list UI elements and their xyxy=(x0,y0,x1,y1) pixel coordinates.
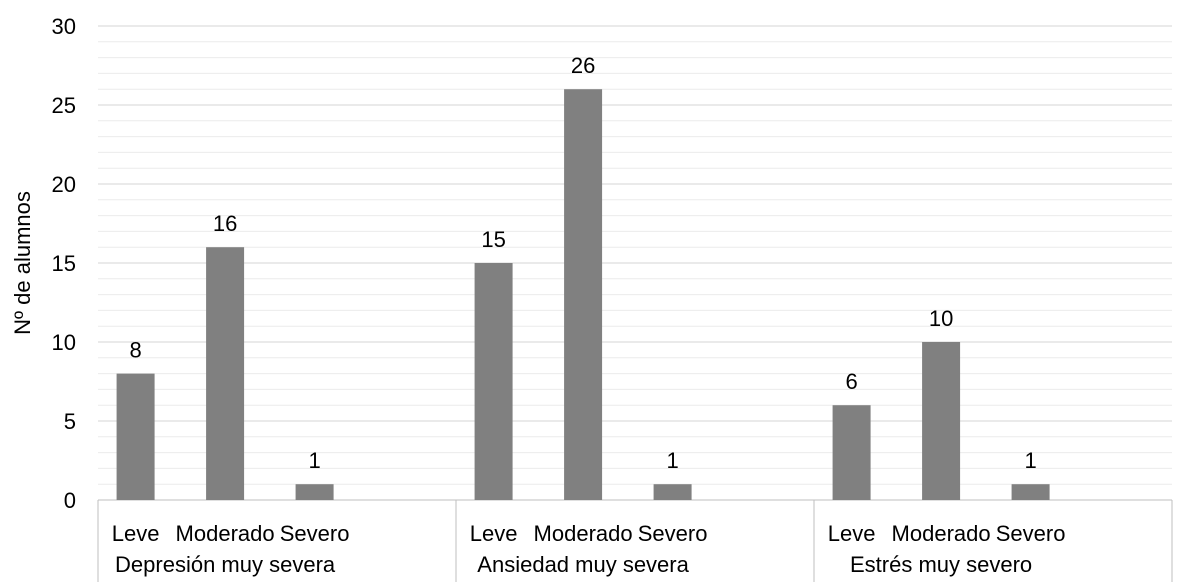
y-tick-label: 0 xyxy=(64,488,76,513)
x-group-label: Estrés muy severo xyxy=(850,552,1032,577)
y-tick-label: 30 xyxy=(52,14,76,39)
x-category-label: Severo xyxy=(996,521,1066,546)
bar xyxy=(922,342,961,500)
x-category-label: Leve xyxy=(112,521,160,546)
y-tick-label: 5 xyxy=(64,409,76,434)
x-category-label: Moderado xyxy=(176,521,275,546)
data-label: 1 xyxy=(1024,448,1036,473)
y-tick-label: 20 xyxy=(52,172,76,197)
bar xyxy=(206,247,245,500)
bar xyxy=(295,484,334,500)
x-group-label: Ansiedad muy severa xyxy=(477,552,689,577)
bar xyxy=(653,484,692,500)
data-label: 26 xyxy=(571,53,595,78)
bar xyxy=(116,373,155,500)
gridlines xyxy=(98,25,1172,485)
data-label: 1 xyxy=(666,448,678,473)
bar xyxy=(832,405,871,500)
data-label: 16 xyxy=(213,211,237,236)
y-tick-label: 15 xyxy=(52,251,76,276)
bar xyxy=(564,89,603,500)
data-label: 10 xyxy=(929,306,953,331)
x-category-label: Severo xyxy=(638,521,708,546)
data-label: 6 xyxy=(845,369,857,394)
axes: 0 5 10 15 20 25 30 xyxy=(52,14,1173,582)
data-label: 1 xyxy=(308,448,320,473)
x-category-label: Moderado xyxy=(534,521,633,546)
bar xyxy=(1011,484,1050,500)
x-group-label: Depresión muy severa xyxy=(115,552,336,577)
x-category-label: Leve xyxy=(470,521,518,546)
x-category-label: Leve xyxy=(828,521,876,546)
x-category-label: Moderado xyxy=(892,521,991,546)
x-category-label: Severo xyxy=(280,521,350,546)
data-label: 8 xyxy=(129,338,141,363)
y-tick-label: 25 xyxy=(52,93,76,118)
bars xyxy=(116,89,1050,500)
y-tick-label: 10 xyxy=(52,330,76,355)
data-label: 15 xyxy=(481,227,505,252)
y-axis-title: Nº de alumnos xyxy=(10,191,35,335)
bar xyxy=(474,263,513,500)
